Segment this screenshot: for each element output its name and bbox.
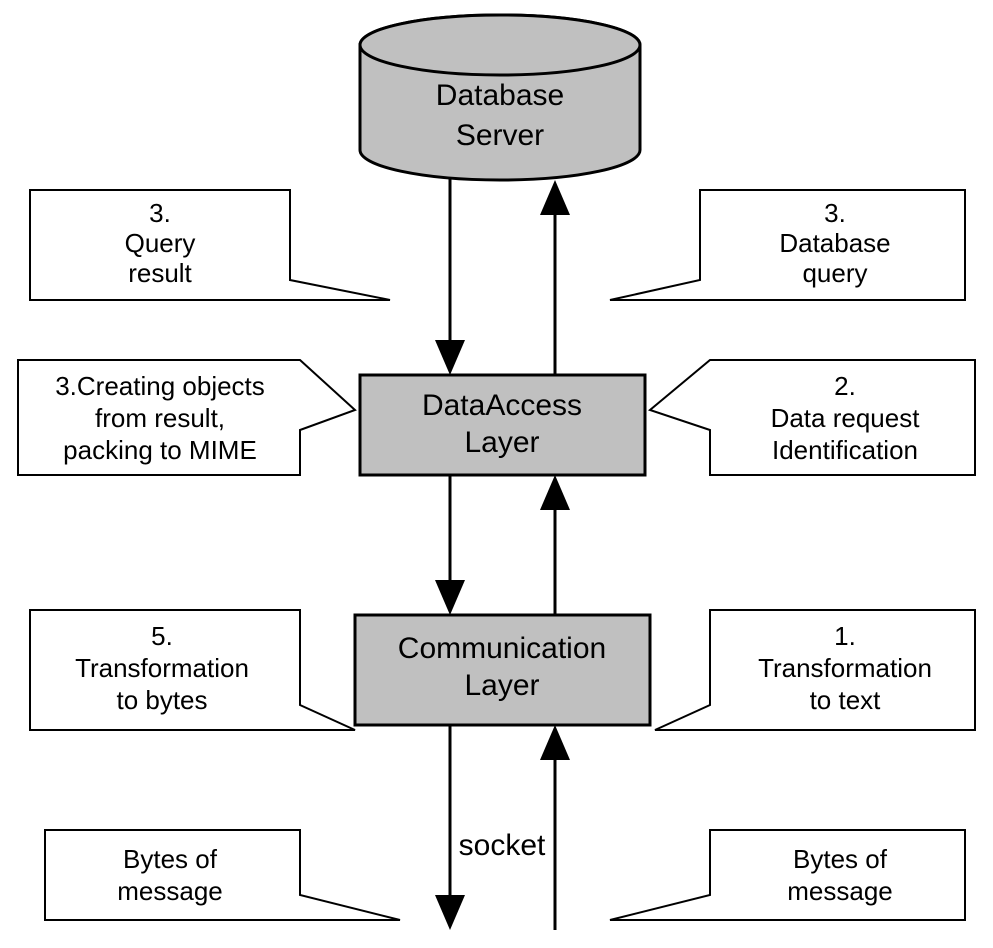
data-access-layer-node: DataAccess Layer: [360, 375, 645, 475]
callout-bytes-right-l1: Bytes of: [793, 844, 888, 874]
callout-tbytes-l1: 5.: [151, 621, 173, 651]
arrow-dataaccess-to-comm: [435, 475, 465, 615]
callout-db-query-l3: query: [802, 258, 867, 288]
data-access-label-1: DataAccess: [422, 389, 582, 422]
callout-tbytes-l3: to bytes: [116, 685, 207, 715]
callout-bytes-right: Bytes of message: [610, 830, 965, 920]
callout-db-query-l1: 3.: [824, 198, 846, 228]
database-server-node: Database Server: [360, 15, 640, 180]
callout-query-result: 3. Query result: [30, 190, 390, 300]
callout-tbytes-l2: Transformation: [75, 653, 249, 683]
arrow-comm-down: [435, 725, 465, 930]
callout-bytes-left-l2: message: [117, 876, 223, 906]
callout-transform-text: 1. Transformation to text: [655, 610, 975, 730]
callout-query-result-l2: Query: [125, 228, 196, 258]
callout-bytes-left: Bytes of message: [45, 830, 400, 920]
callout-creating-l1: 3.Creating objects: [55, 371, 265, 401]
callout-query-result-l1: 3.: [149, 198, 171, 228]
comm-label-2: Layer: [464, 669, 539, 702]
callout-db-query-l2: Database: [779, 228, 890, 258]
callout-datareq-l3: Identification: [772, 435, 918, 465]
callout-datareq-l1: 2.: [834, 371, 856, 401]
communication-layer-node: Communication Layer: [355, 615, 650, 725]
db-server-label-2: Server: [456, 119, 544, 152]
callout-ttext-l1: 1.: [834, 621, 856, 651]
callout-bytes-right-l2: message: [787, 876, 893, 906]
arrow-dataaccess-to-db: [540, 180, 570, 375]
socket-label: socket: [459, 829, 546, 862]
arrow-socket-up: [540, 725, 570, 930]
callout-database-query: 3. Database query: [610, 190, 965, 300]
callout-query-result-l3: result: [128, 258, 192, 288]
arrow-comm-to-dataaccess: [540, 475, 570, 615]
callout-creating-l3: packing to MIME: [63, 435, 257, 465]
callout-transform-bytes: 5. Transformation to bytes: [30, 610, 355, 730]
callout-ttext-l2: Transformation: [758, 653, 932, 683]
callout-ttext-l3: to text: [810, 685, 882, 715]
callout-bytes-left-l1: Bytes of: [123, 844, 218, 874]
data-access-label-2: Layer: [464, 426, 539, 459]
callout-creating-l2: from result,: [95, 403, 225, 433]
callout-data-request-id: 2. Data request Identification: [650, 360, 975, 475]
comm-label-1: Communication: [398, 632, 606, 665]
arrow-db-to-dataaccess: [435, 178, 465, 375]
architecture-diagram: Database Server 3. Query result 3. Datab…: [0, 0, 993, 948]
callout-datareq-l2: Data request: [771, 403, 921, 433]
db-server-label-1: Database: [436, 79, 564, 112]
callout-creating-objects: 3.Creating objects from result, packing …: [18, 360, 355, 475]
